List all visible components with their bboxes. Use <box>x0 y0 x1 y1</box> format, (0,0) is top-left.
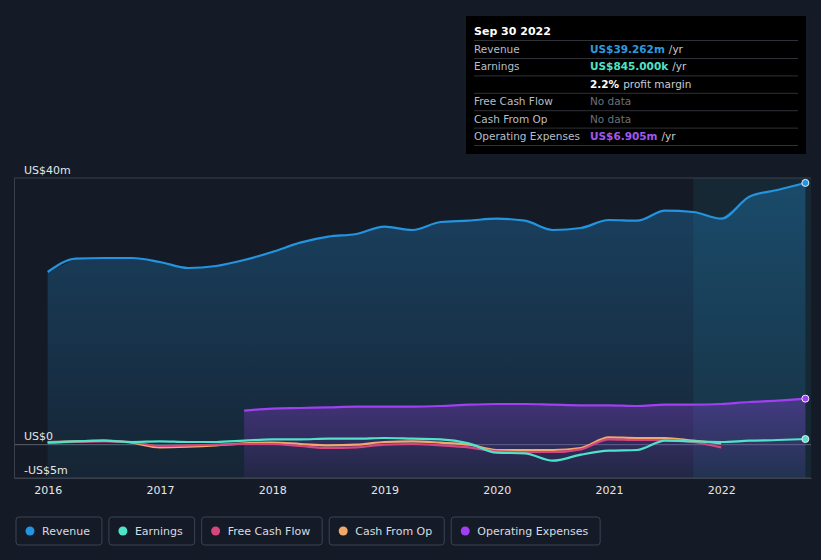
legend-label[interactable]: Operating Expenses <box>477 525 588 538</box>
tooltip-label: Revenue <box>474 43 520 55</box>
tooltip-separator <box>474 75 798 76</box>
legend-box[interactable] <box>451 517 600 545</box>
x-tick-label: 2021 <box>595 484 623 497</box>
legend-item[interactable]: Revenue <box>16 517 102 545</box>
y-tick: -US$5m <box>14 464 68 479</box>
tooltip-title: Sep 30 2022 <box>474 25 551 38</box>
tooltip-separator <box>474 110 798 111</box>
legend-box[interactable] <box>16 517 102 545</box>
x-tick-label: 2016 <box>34 484 62 497</box>
legend-label[interactable]: Free Cash Flow <box>228 525 311 538</box>
tooltip-separator <box>474 93 798 94</box>
tooltip-margin-label: profit margin <box>623 78 691 90</box>
line <box>244 399 805 411</box>
y-tick-label: US$40m <box>24 164 71 177</box>
y-tick-label: US$0 <box>24 430 53 443</box>
tooltip-separator <box>474 40 798 41</box>
legend-box[interactable] <box>329 517 444 545</box>
x-tick: 2020 <box>483 478 511 497</box>
x-tick: 2019 <box>371 478 399 497</box>
end-marker <box>802 179 809 186</box>
tooltip-label: Cash From Op <box>474 113 548 125</box>
end-marker <box>802 395 809 402</box>
legend: Revenue Earnings Free Cash Flow Cash From O… <box>16 517 600 545</box>
y-axis: -US$5m US$0 US$40m <box>14 164 71 479</box>
y-tick-label: -US$5m <box>24 464 68 477</box>
y-tick: US$40m <box>14 164 71 179</box>
legend-label[interactable]: Earnings <box>135 525 183 538</box>
x-tick: 2018 <box>259 478 287 497</box>
y-axis-line <box>14 179 15 479</box>
tooltip-label: Earnings <box>474 60 520 72</box>
legend-swatch <box>118 527 127 536</box>
tooltip-separator <box>474 145 798 146</box>
x-tick: 2016 <box>34 478 62 497</box>
tooltip-unit: /yr <box>672 60 687 72</box>
x-tick-label: 2017 <box>146 484 174 497</box>
tooltip-label: Free Cash Flow <box>474 95 553 107</box>
x-tick-label: 2022 <box>708 484 736 497</box>
x-tick: 2022 <box>708 478 736 497</box>
tooltip-value: US$39.262m <box>590 43 665 55</box>
tooltip-separator <box>474 128 798 129</box>
x-axis-line <box>15 478 812 479</box>
tooltip-value: US$6.905m <box>590 130 658 142</box>
tooltip-value: No data <box>590 95 631 107</box>
legend-item[interactable]: Free Cash Flow <box>202 517 323 545</box>
line <box>48 438 806 461</box>
background <box>0 0 821 560</box>
line <box>48 183 806 272</box>
y-tick: US$0 <box>14 430 53 445</box>
x-tick-label: 2019 <box>371 484 399 497</box>
tooltip-unit: /yr <box>669 43 684 55</box>
grid-line <box>14 178 811 179</box>
tooltip-value: No data <box>590 113 631 125</box>
legend-label[interactable]: Revenue <box>42 525 90 538</box>
x-axis: 2016 2017 2018 2019 2020 2021 2022 <box>15 478 812 497</box>
legend-label[interactable]: Cash From Op <box>355 525 432 538</box>
legend-swatch <box>339 527 348 536</box>
tooltip-label: Operating Expenses <box>474 130 580 142</box>
chart: -US$5m US$0 US$40m 2016 2017 2018 2019 2020 2021… <box>0 0 821 560</box>
grid <box>14 178 811 478</box>
legend-swatch <box>211 527 220 536</box>
legend-swatch <box>461 527 470 536</box>
tooltip: Sep 30 2022 Revenue US$39.262m/yr Earnings U… <box>466 16 806 154</box>
x-tick-label: 2020 <box>483 484 511 497</box>
x-tick: 2017 <box>146 478 174 497</box>
area <box>48 183 806 478</box>
legend-item[interactable]: Earnings <box>109 517 195 545</box>
legend-swatch <box>26 527 35 536</box>
legend-box[interactable] <box>109 517 195 545</box>
tooltip-value: US$845.000k <box>590 60 669 72</box>
marks <box>48 179 809 478</box>
tooltip-box <box>466 16 806 154</box>
tooltip-separator <box>474 58 798 59</box>
tooltip-unit: /yr <box>662 130 677 142</box>
x-tick: 2021 <box>595 478 623 497</box>
legend-box[interactable] <box>202 517 323 545</box>
legend-item[interactable]: Operating Expenses <box>451 517 600 545</box>
tooltip-margin: 2.2% <box>590 78 620 90</box>
end-marker <box>802 436 809 443</box>
x-tick-label: 2018 <box>259 484 287 497</box>
legend-item[interactable]: Cash From Op <box>329 517 444 545</box>
